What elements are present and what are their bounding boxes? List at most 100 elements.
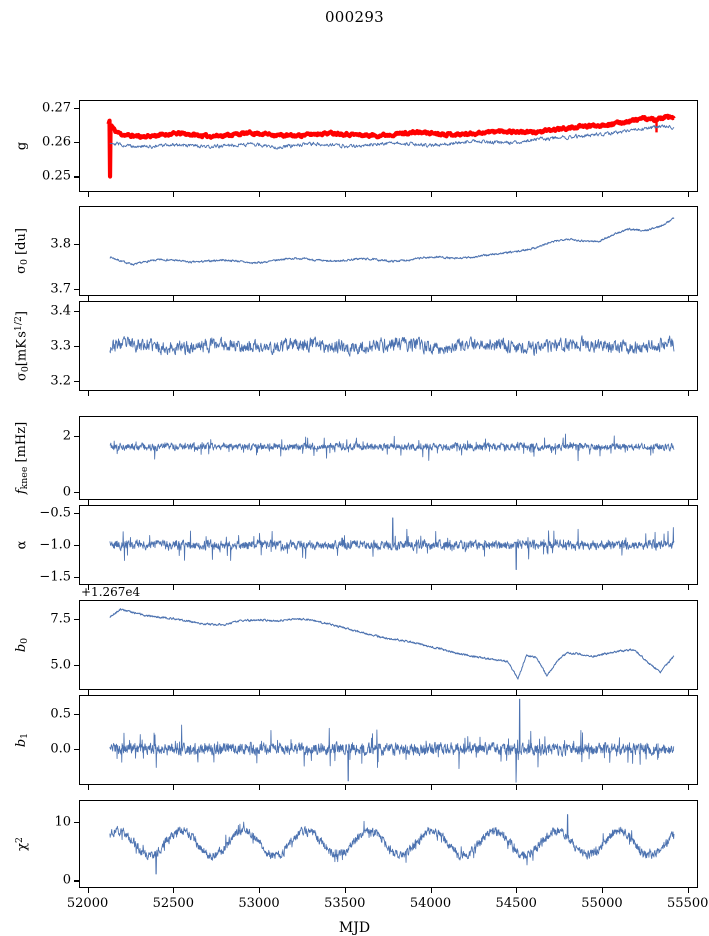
panel-chi2-ytick-label: 0 [62, 872, 71, 888]
panel-fknee-plot [79, 416, 698, 500]
xtick-mark [259, 296, 261, 301]
xtick-mark [259, 391, 261, 396]
panel-alpha-ytick-mark [74, 577, 79, 579]
panel-g-frame [79, 100, 698, 192]
panel-alpha-ylabel: α [14, 540, 30, 550]
panel-g-ytick-label: 0.27 [42, 100, 71, 116]
xtick-label: 54500 [495, 896, 537, 911]
xtick-label: 54000 [409, 896, 452, 911]
xtick-mark [687, 785, 689, 790]
panel-fknee [79, 416, 698, 500]
xtick-mark [601, 192, 604, 197]
panel-b1-plot [79, 695, 698, 785]
panel-b1 [79, 695, 698, 785]
xtick-mark [259, 888, 261, 893]
panel-sigma0-du-plot [79, 206, 698, 296]
xtick-mark [87, 391, 89, 396]
figure-title: 000293 [324, 8, 385, 26]
xtick-mark [173, 690, 175, 695]
panel-fknee-ytick-label: 2 [62, 428, 71, 444]
xtick-mark [173, 296, 175, 301]
xtick-mark [173, 500, 175, 505]
panel-b1-ytick-mark [74, 749, 79, 751]
xtick-mark [516, 888, 518, 893]
panel-fknee-ylabel: fknee [mHz] [13, 421, 31, 495]
panel-sigma0-du-ytick-mark [74, 289, 79, 291]
panel-fknee-ytick-mark [74, 436, 79, 438]
xtick-mark [87, 296, 89, 301]
panel-alpha-ytick-label: −1.5 [39, 569, 71, 585]
panel-alpha-plot [79, 505, 698, 585]
xtick-mark [516, 500, 518, 505]
xtick-mark [344, 585, 346, 590]
panel-sigma0-du-ytick-label: 3.7 [50, 281, 71, 297]
xtick-mark [87, 888, 89, 893]
panel-alpha-ytick-label: −0.5 [39, 505, 71, 521]
xtick-mark [687, 888, 689, 893]
panel-chi2-plot [79, 800, 698, 888]
xtick-mark [344, 192, 346, 197]
panel-sigma0-mk-plot [79, 301, 698, 391]
panel-sigma0-mk [79, 301, 698, 391]
xtick-mark [344, 888, 346, 893]
xtick-mark [430, 500, 432, 505]
xtick-label: 52500 [152, 896, 194, 911]
xtick-mark [687, 192, 689, 197]
xtick-mark [344, 391, 346, 396]
xtick-mark [516, 690, 518, 695]
panel-g-ytick-label: 0.26 [42, 134, 71, 150]
xtick-mark [601, 585, 604, 590]
panel-chi2-frame [79, 800, 698, 888]
xtick-mark [687, 585, 689, 590]
panel-alpha-ytick-label: −1.0 [39, 537, 71, 553]
xtick-mark [259, 690, 261, 695]
panel-g-plot [79, 100, 698, 192]
panel-b0-frame [79, 600, 698, 690]
xtick-mark [430, 785, 432, 790]
xtick-mark [430, 296, 432, 301]
xtick-mark [601, 888, 604, 893]
panel-sigma0-mk-ytick-label: 3.2 [50, 373, 71, 389]
panel-sigma0-du-ylabel: σ0 [du] [13, 228, 31, 274]
panel-sigma0-du-frame [79, 206, 698, 296]
panel-sigma0-mk-ytick-mark [74, 310, 79, 312]
panel-sigma0-mk-ytick-label: 3.4 [50, 303, 71, 319]
xtick-mark [344, 296, 346, 301]
xtick-mark [430, 690, 432, 695]
panel-chi2-ytick-mark [74, 880, 79, 882]
xtick-mark [516, 785, 518, 790]
xtick-mark [430, 391, 432, 396]
panel-fknee-ytick-mark [74, 492, 79, 494]
xtick-mark [344, 690, 346, 695]
panel-alpha-ytick-mark [74, 512, 79, 514]
panel-b0-plot [79, 600, 698, 690]
panel-b0-ylabel: b0 [13, 637, 31, 653]
panel-sigma0-du-ytick-mark [74, 244, 79, 246]
panel-b1-ytick-mark [74, 714, 79, 716]
panel-b0-ytick-label: 7.5 [50, 611, 71, 627]
xtick-mark [87, 690, 89, 695]
panel-b0 [79, 600, 698, 690]
panel-fknee-frame [79, 416, 698, 500]
panel-b1-ytick-label: 0.5 [50, 706, 71, 722]
xtick-label: 55000 [581, 896, 623, 911]
panel-b0-ytick-mark [74, 664, 79, 666]
xtick-mark [87, 785, 89, 790]
xtick-mark [516, 585, 518, 590]
xtick-label: 55500 [667, 896, 709, 911]
xtick-mark [259, 785, 261, 790]
xtick-mark [87, 192, 89, 197]
panel-sigma0-mk-ytick-label: 3.3 [50, 338, 71, 354]
panel-sigma0-mk-ylabel: σ0[mK s1/2] [13, 310, 31, 382]
panel-fknee-ytick-label: 0 [62, 484, 71, 500]
panel-b0-ytick-mark [74, 619, 79, 621]
xtick-mark [687, 391, 689, 396]
xtick-mark [173, 585, 175, 590]
xtick-mark [601, 391, 604, 396]
xtick-mark [516, 391, 518, 396]
panel-sigma0-mk-ytick-mark [74, 381, 79, 383]
xtick-mark [259, 585, 261, 590]
panel-sigma0-du [79, 206, 698, 296]
panel-sigma0-du-ytick-label: 3.8 [50, 236, 71, 252]
panel-g-ytick-mark [74, 107, 79, 109]
